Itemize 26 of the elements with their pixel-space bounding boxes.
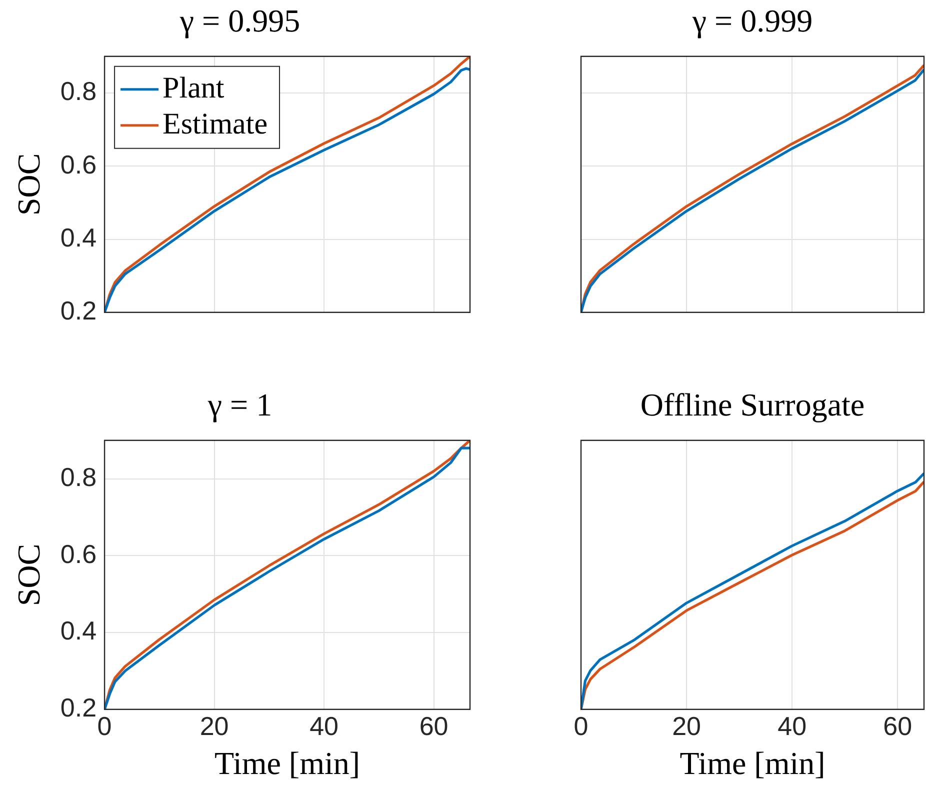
- y-tick-label: 0.8: [60, 462, 97, 492]
- x-tick-label: 20: [672, 711, 701, 742]
- y-tick-label: 0.4: [60, 222, 97, 252]
- x-axis-title: Time [min]: [680, 745, 826, 782]
- x-tick-label: 0: [97, 711, 112, 742]
- x-tick-label: 20: [200, 711, 229, 742]
- legend-label: Estimate: [162, 107, 268, 140]
- x-axis-title: Time [min]: [214, 745, 360, 782]
- y-tick-label: 0.6: [60, 149, 97, 180]
- x-tick-label: 40: [310, 711, 338, 742]
- x-tick-label: 60: [883, 711, 912, 742]
- chart-title: γ = 1: [206, 386, 272, 423]
- chart-title: γ = 0.999: [691, 2, 813, 39]
- y-tick-label: 0.8: [60, 76, 97, 106]
- y-tick-label: 0.2: [60, 296, 97, 326]
- x-tick-label: 60: [419, 711, 448, 742]
- chart-title: Offline Surrogate: [640, 386, 865, 423]
- y-tick-label: 0.4: [60, 616, 97, 646]
- x-tick-label: 40: [778, 711, 807, 742]
- legend-label: Plant: [162, 71, 225, 104]
- y-axis-title: SOC: [10, 544, 47, 606]
- y-tick-label: 0.6: [60, 538, 97, 569]
- y-tick-label: 0.2: [60, 692, 97, 723]
- chart-title: γ = 0.995: [178, 2, 300, 39]
- x-tick-label: 0: [574, 711, 588, 742]
- y-axis-title: SOC: [10, 153, 47, 216]
